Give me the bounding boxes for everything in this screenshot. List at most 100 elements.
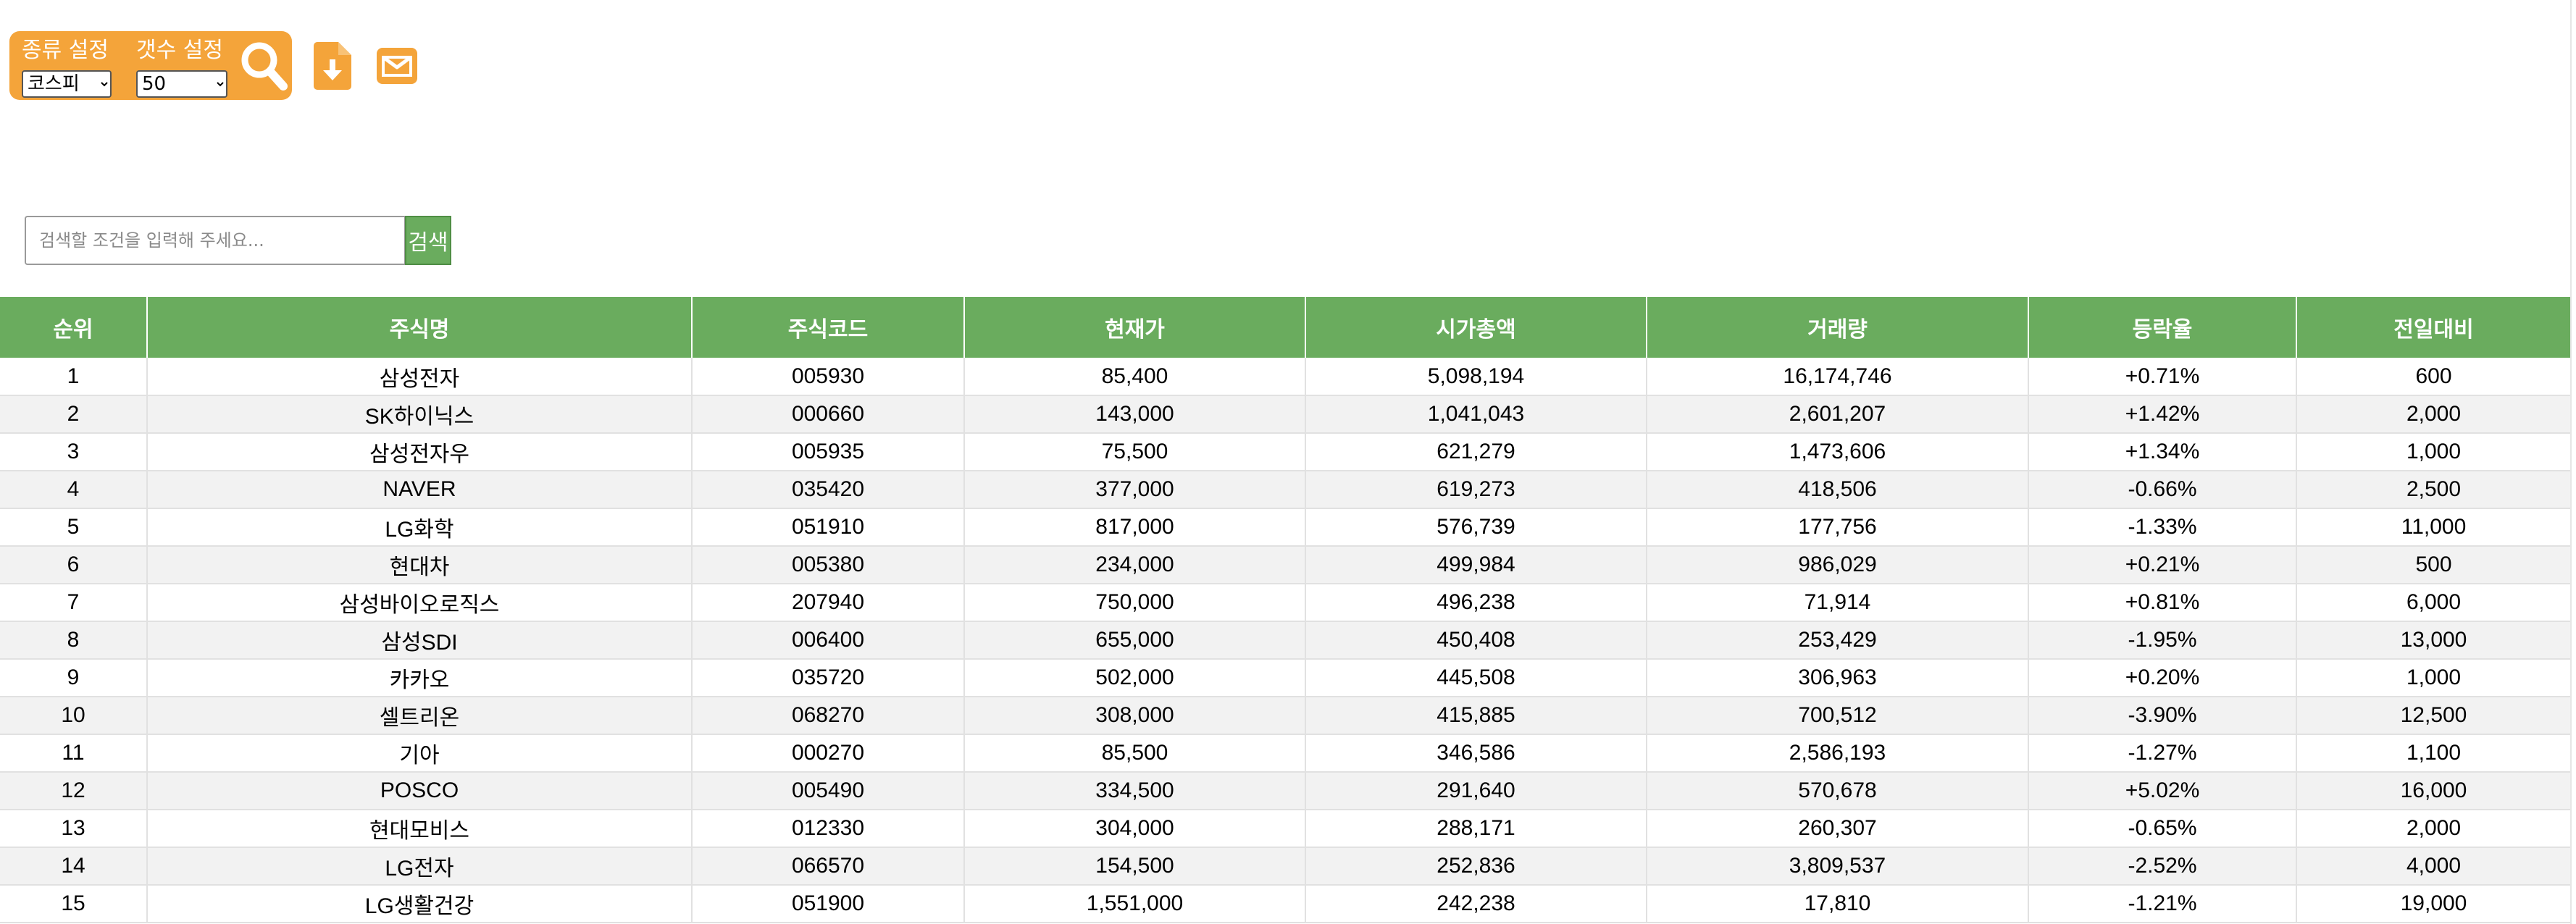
table-row[interactable]: 1 삼성전자 005930 85,400 5,098,194 16,174,74…: [0, 358, 2570, 396]
table-row[interactable]: 10 셀트리온 068270 308,000 415,885 700,512 -…: [0, 697, 2570, 735]
table-row[interactable]: 12 POSCO 005490 334,500 291,640 570,678 …: [0, 772, 2570, 810]
cell-change-rate: -1.33%: [2028, 508, 2297, 547]
cell-volume: 2,586,193: [1647, 734, 2029, 773]
cell-market-cap: 445,508: [1305, 659, 1647, 697]
table-row[interactable]: 15 LG생활건강 051900 1,551,000 242,238 17,81…: [0, 885, 2570, 923]
cell-code: 035420: [692, 471, 965, 509]
cell-rank: 4: [0, 471, 148, 509]
cell-change: 2,000: [2296, 395, 2570, 434]
cell-volume: 1,473,606: [1647, 433, 2029, 471]
cell-name: 현대차: [147, 546, 693, 584]
table-row[interactable]: 13 현대모비스 012330 304,000 288,171 260,307 …: [0, 810, 2570, 848]
column-header-change-rate[interactable]: 등락율: [2028, 297, 2297, 358]
cell-price: 502,000: [964, 659, 1306, 697]
cell-code: 005935: [692, 433, 965, 471]
cell-rank: 9: [0, 659, 148, 697]
cell-market-cap: 450,408: [1305, 621, 1647, 660]
cell-volume: 177,756: [1647, 508, 2029, 547]
cell-price: 334,500: [964, 772, 1306, 810]
table-row[interactable]: 3 삼성전자우 005935 75,500 621,279 1,473,606 …: [0, 433, 2570, 471]
cell-volume: 570,678: [1647, 772, 2029, 810]
cell-rank: 12: [0, 772, 148, 810]
column-header-code[interactable]: 주식코드: [692, 297, 965, 358]
cell-volume: 700,512: [1647, 697, 2029, 735]
cell-market-cap: 291,640: [1305, 772, 1647, 810]
cell-volume: 2,601,207: [1647, 395, 2029, 434]
stock-table: 순위 주식명 주식코드 현재가 시가총액 거래량 등락율 전일대비 1 삼성전자…: [0, 297, 2570, 923]
cell-price: 655,000: [964, 621, 1306, 660]
cell-name: POSCO: [147, 772, 693, 810]
cell-market-cap: 242,238: [1305, 885, 1647, 923]
cell-name: NAVER: [147, 471, 693, 509]
cell-price: 304,000: [964, 810, 1306, 848]
column-header-name[interactable]: 주식명: [147, 297, 693, 358]
cell-name: 셀트리온: [147, 697, 693, 735]
cell-change-rate: -0.65%: [2028, 810, 2297, 848]
column-header-price[interactable]: 현재가: [964, 297, 1306, 358]
cell-market-cap: 621,279: [1305, 433, 1647, 471]
table-row[interactable]: 6 현대차 005380 234,000 499,984 986,029 +0.…: [0, 546, 2570, 584]
table-row[interactable]: 7 삼성바이오로직스 207940 750,000 496,238 71,914…: [0, 584, 2570, 622]
cell-code: 035720: [692, 659, 965, 697]
column-header-volume[interactable]: 거래량: [1647, 297, 2029, 358]
cell-change: 11,000: [2296, 508, 2570, 547]
type-setting: 종류 설정 코스피: [22, 37, 112, 98]
count-select[interactable]: 50: [136, 70, 227, 98]
cell-code: 006400: [692, 621, 965, 660]
cell-change: 600: [2296, 358, 2570, 396]
cell-change-rate: -1.27%: [2028, 734, 2297, 773]
table-header-row: 순위 주식명 주식코드 현재가 시가총액 거래량 등락율 전일대비: [0, 297, 2570, 358]
envelope-icon[interactable]: [377, 48, 417, 84]
cell-code: 000660: [692, 395, 965, 434]
cell-market-cap: 619,273: [1305, 471, 1647, 509]
cell-price: 817,000: [964, 508, 1306, 547]
cell-volume: 17,810: [1647, 885, 2029, 923]
column-header-market-cap[interactable]: 시가총액: [1305, 297, 1647, 358]
table-row[interactable]: 11 기아 000270 85,500 346,586 2,586,193 -1…: [0, 734, 2570, 773]
table-row[interactable]: 8 삼성SDI 006400 655,000 450,408 253,429 -…: [0, 621, 2570, 660]
cell-change: 1,100: [2296, 734, 2570, 773]
cell-price: 85,500: [964, 734, 1306, 773]
type-select[interactable]: 코스피: [22, 70, 112, 98]
table-row[interactable]: 4 NAVER 035420 377,000 619,273 418,506 -…: [0, 471, 2570, 509]
cell-price: 75,500: [964, 433, 1306, 471]
cell-rank: 5: [0, 508, 148, 547]
cell-price: 85,400: [964, 358, 1306, 396]
file-download-icon[interactable]: [314, 42, 351, 90]
cell-code: 051900: [692, 885, 965, 923]
page-edge-divider: [2570, 0, 2572, 924]
cell-change-rate: +0.20%: [2028, 659, 2297, 697]
search-input[interactable]: [25, 216, 406, 265]
cell-change: 16,000: [2296, 772, 2570, 810]
search-button[interactable]: 검색: [405, 216, 451, 265]
table-row[interactable]: 5 LG화학 051910 817,000 576,739 177,756 -1…: [0, 508, 2570, 547]
cell-market-cap: 415,885: [1305, 697, 1647, 735]
cell-code: 012330: [692, 810, 965, 848]
cell-volume: 306,963: [1647, 659, 2029, 697]
cell-change-rate: +5.02%: [2028, 772, 2297, 810]
cell-code: 207940: [692, 584, 965, 622]
cell-price: 750,000: [964, 584, 1306, 622]
cell-price: 143,000: [964, 395, 1306, 434]
cell-code: 005930: [692, 358, 965, 396]
table-row[interactable]: 2 SK하이닉스 000660 143,000 1,041,043 2,601,…: [0, 395, 2570, 434]
cell-change: 4,000: [2296, 847, 2570, 886]
cell-price: 234,000: [964, 546, 1306, 584]
search-icon[interactable]: [238, 38, 289, 93]
cell-change-rate: -1.21%: [2028, 885, 2297, 923]
cell-volume: 418,506: [1647, 471, 2029, 509]
cell-name: LG전자: [147, 847, 693, 886]
cell-market-cap: 346,586: [1305, 734, 1647, 773]
count-setting-label: 갯수 설정: [136, 38, 223, 63]
table-row[interactable]: 14 LG전자 066570 154,500 252,836 3,809,537…: [0, 847, 2570, 886]
cell-change-rate: -1.95%: [2028, 621, 2297, 660]
cell-volume: 986,029: [1647, 546, 2029, 584]
settings-toolbar: 종류 설정 코스피 갯수 설정 50: [9, 31, 292, 100]
cell-rank: 14: [0, 847, 148, 886]
column-header-change[interactable]: 전일대비: [2296, 297, 2570, 358]
table-row[interactable]: 9 카카오 035720 502,000 445,508 306,963 +0.…: [0, 659, 2570, 697]
cell-change-rate: +0.71%: [2028, 358, 2297, 396]
column-header-rank[interactable]: 순위: [0, 297, 148, 358]
cell-name: 삼성SDI: [147, 621, 693, 660]
cell-code: 005380: [692, 546, 965, 584]
